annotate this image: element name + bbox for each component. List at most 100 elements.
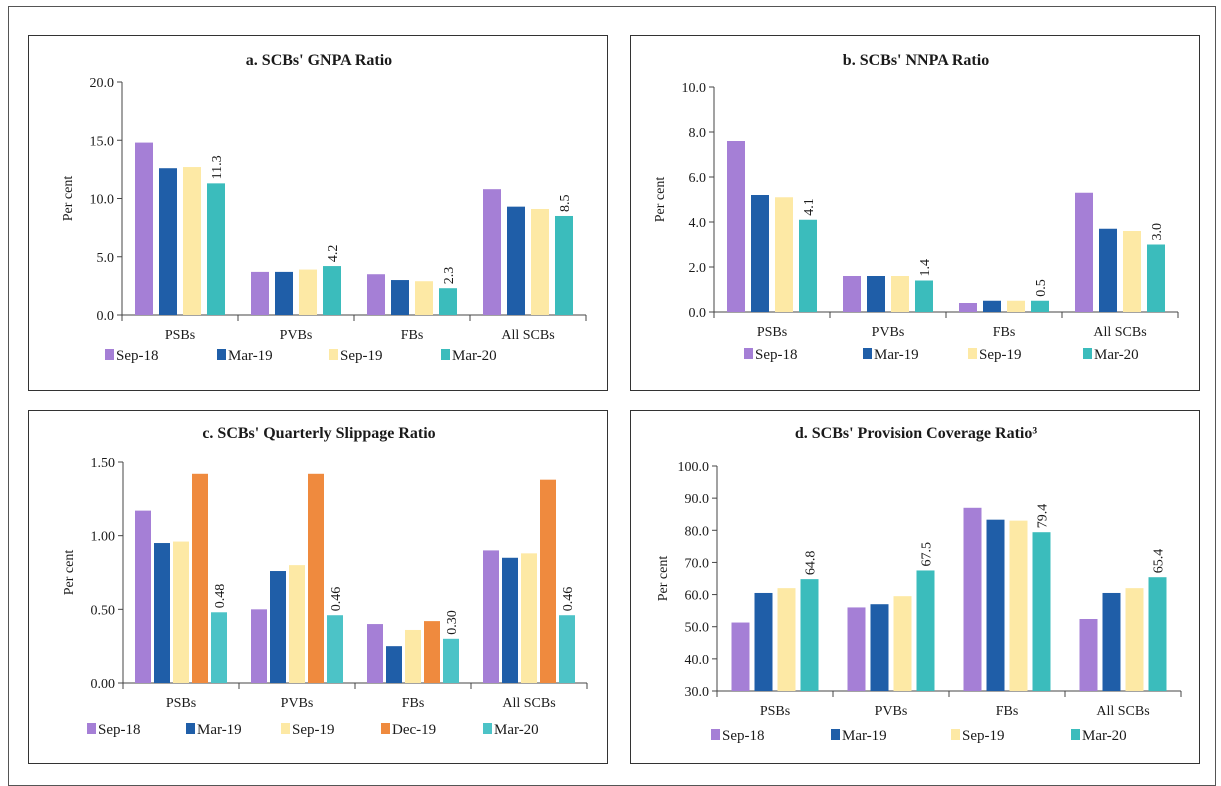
panel-gnpa-ratio: a. SCBs' GNPA Ratio Per cent 0.0 5.0 10.0 15.… <box>28 35 608 391</box>
chart-title: d. SCBs' Provision Coverage Ratio³ <box>795 425 1037 442</box>
bar-sep-19-pvbs <box>891 276 909 312</box>
bar-sep-19-all-scbs <box>1125 588 1144 691</box>
x-tick-label: All SCBs <box>1093 325 1146 340</box>
bar-sep-18-psbs <box>135 142 153 315</box>
data-label: 4.2 <box>326 245 341 263</box>
bar-mar-19-all-scbs <box>1099 228 1117 312</box>
bar-mar-20-pvbs <box>915 280 933 312</box>
bar-dec-19-all-scbs <box>540 479 556 683</box>
y-tick-label: 1.00 <box>91 530 116 545</box>
bar-mar-19-pvbs <box>270 571 286 683</box>
bar-sep-19-fbs <box>1009 520 1028 691</box>
bar-sep-18-psbs <box>727 141 745 312</box>
y-tick-label: 90.0 <box>685 492 710 507</box>
y-axis-label: Per cent <box>61 176 76 222</box>
bar-dec-19-pvbs <box>308 473 324 683</box>
bar-sep-19-fbs <box>415 281 433 315</box>
bar-mar-20-fbs <box>1031 300 1049 312</box>
legend-swatch-sep-19 <box>951 729 960 740</box>
bar-mar-19-all-scbs <box>507 206 525 315</box>
chart-provision-coverage-ratio: d. SCBs' Provision Coverage Ratio³ Per ce… <box>656 425 1182 744</box>
bar-mar-19-pvbs <box>870 604 889 691</box>
bar-mar-20-psbs <box>207 183 225 315</box>
legend-label-mar-19: Mar-19 <box>228 348 273 364</box>
bar-mar-20-all-scbs <box>559 615 575 683</box>
x-tick-label: All SCBs <box>501 328 554 343</box>
bar-sep-18-psbs <box>135 510 151 683</box>
bar-mar-19-psbs <box>159 168 177 315</box>
x-tick-label: PVBs <box>875 704 908 719</box>
legend-swatch-sep-19 <box>329 349 338 360</box>
bar-dec-19-fbs <box>424 621 440 683</box>
data-label: 0.5 <box>1034 279 1049 297</box>
x-tick-label: PSBs <box>165 328 195 343</box>
bar-sep-19-all-scbs <box>1123 231 1141 312</box>
bar-mar-20-all-scbs <box>555 215 573 315</box>
y-tick-label: 100.0 <box>678 460 710 475</box>
data-label: 65.4 <box>1152 549 1167 574</box>
legend-label-sep-19: Sep-19 <box>962 728 1005 744</box>
chart-gnpa-ratio: a. SCBs' GNPA Ratio Per cent 0.0 5.0 10.0 15.… <box>61 52 587 364</box>
bar-mar-19-psbs <box>154 543 170 683</box>
legend-swatch-mar-19 <box>831 729 840 740</box>
y-tick-label: 0.0 <box>97 309 115 324</box>
bar-sep-19-pvbs <box>893 596 912 691</box>
data-label: 64.8 <box>804 551 819 576</box>
data-label: 0.48 <box>213 584 228 609</box>
y-tick-label: 30.0 <box>685 685 710 700</box>
bar-mar-19-psbs <box>754 592 773 691</box>
legend-swatch-sep-18 <box>105 349 114 360</box>
legend-swatch-mar-19 <box>186 723 195 734</box>
data-label: 8.5 <box>558 194 573 212</box>
legend-label-dec-19: Dec-19 <box>392 722 436 738</box>
data-label: 2.3 <box>442 267 457 285</box>
legend-swatch-mar-19 <box>217 349 226 360</box>
data-label: 0.30 <box>445 610 460 635</box>
data-label: 1.4 <box>918 259 933 277</box>
bar-mar-19-fbs <box>983 300 1001 312</box>
legend-label-sep-19: Sep-19 <box>292 722 335 738</box>
bar-mar-20-pvbs <box>916 570 935 691</box>
bar-sep-19-all-scbs <box>521 553 537 683</box>
legend-swatch-mar-20 <box>483 723 492 734</box>
legend-label-sep-19: Sep-19 <box>340 348 383 364</box>
x-tick-label: PVBs <box>281 696 314 711</box>
bar-mar-20-pvbs <box>323 266 341 315</box>
y-axis-label: Per cent <box>62 550 77 596</box>
bar-sep-18-all-scbs <box>483 550 499 683</box>
data-label: 4.1 <box>802 198 817 216</box>
bar-sep-19-pvbs <box>289 565 305 683</box>
legend-swatch-mar-19 <box>863 348 872 359</box>
data-label: 0.46 <box>329 587 344 612</box>
y-tick-label: 60.0 <box>685 589 710 604</box>
y-tick-label: 2.0 <box>689 261 707 276</box>
bar-mar-19-all-scbs <box>502 557 518 683</box>
bar-sep-19-pvbs <box>299 269 317 315</box>
panel-nnpa-ratio: b. SCBs' NNPA Ratio Per cent 0.0 2.0 4.0 6.0 8… <box>630 35 1200 391</box>
x-tick-label: PSBs <box>760 704 790 719</box>
bar-mar-19-fbs <box>391 280 409 315</box>
bar-sep-18-fbs <box>959 303 977 312</box>
data-label: 11.3 <box>210 155 225 179</box>
x-tick-label: All SCBs <box>502 696 555 711</box>
bar-mar-20-fbs <box>439 288 457 315</box>
y-tick-label: 80.0 <box>685 524 710 539</box>
bar-sep-19-fbs <box>405 629 421 683</box>
bar-dec-19-psbs <box>192 473 208 683</box>
data-label: 0.46 <box>561 587 576 612</box>
bar-sep-19-psbs <box>775 197 793 312</box>
bar-sep-19-fbs <box>1007 300 1025 312</box>
legend-label-mar-20: Mar-20 <box>1094 347 1139 363</box>
panel-provision-coverage-ratio: d. SCBs' Provision Coverage Ratio³ Per ce… <box>630 410 1200 764</box>
x-tick-label: PSBs <box>166 696 196 711</box>
chart-slippage-ratio: c. SCBs' Quarterly Slippage Ratio Per cen… <box>62 425 588 738</box>
legend-label-mar-19: Mar-19 <box>874 347 919 363</box>
bar-mar-20-fbs <box>443 638 459 683</box>
bar-mar-20-psbs <box>211 612 227 683</box>
chart-title: b. SCBs' NNPA Ratio <box>843 52 989 69</box>
y-tick-label: 0.0 <box>689 306 707 321</box>
bar-sep-19-psbs <box>777 588 796 691</box>
bar-sep-18-pvbs <box>843 276 861 312</box>
x-tick-label: FBs <box>993 325 1016 340</box>
legend-swatch-mar-20 <box>1071 729 1080 740</box>
